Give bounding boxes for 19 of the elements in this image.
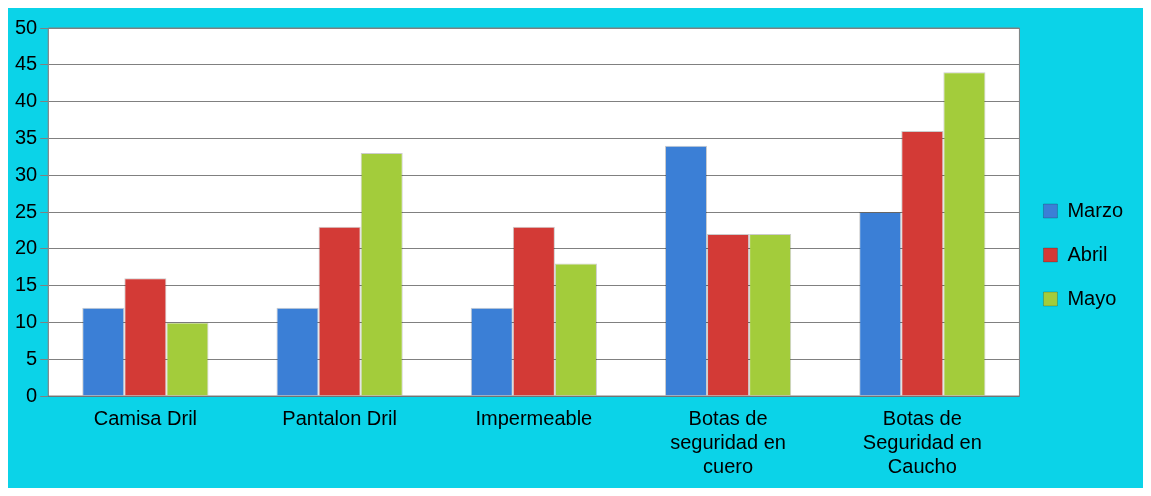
legend-label: Abril [1067, 242, 1108, 265]
x-tick-label: Camisa Dril [93, 406, 198, 429]
y-tick-label: 40 [15, 89, 38, 112]
y-tick-label: 50 [15, 15, 38, 38]
y-tick-label: 30 [15, 162, 38, 185]
legend-label: Marzo [1067, 198, 1124, 221]
legend-label: Mayo [1067, 286, 1117, 309]
x-tick-label: Impermeable [475, 406, 593, 429]
y-tick-label: 15 [15, 273, 38, 296]
y-tick-label: 45 [15, 52, 38, 75]
y-tick-label: 25 [15, 199, 38, 222]
x-tick-label: Pantalon Dril [282, 406, 397, 429]
y-tick-label: 5 [26, 346, 38, 369]
y-tick-label: 0 [26, 383, 38, 406]
x-tick-label: Botas de seguridad en cuero [670, 406, 786, 477]
y-tick-label: 20 [15, 236, 38, 259]
x-tick-label: Botas de Seguridad en Caucho [862, 406, 982, 477]
y-tick-label: 35 [15, 125, 38, 148]
y-tick-label: 10 [15, 309, 38, 332]
